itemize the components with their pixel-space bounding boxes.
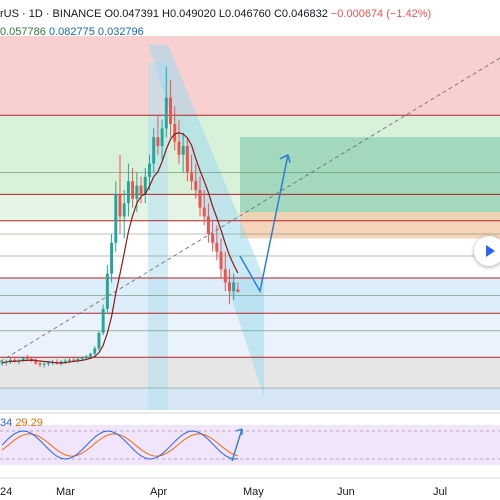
base-zone <box>0 357 500 388</box>
x-tick-label: Apr <box>150 486 168 498</box>
low-value: L0.046760 <box>218 8 271 20</box>
candle-body <box>169 97 172 124</box>
scroll-to-realtime-button[interactable] <box>474 236 500 266</box>
candle-body <box>110 242 114 274</box>
rsi-fast-value: 34 <box>0 417 13 429</box>
x-tick-label: Jul <box>433 486 448 498</box>
change-value: −0.000674 (−1.42%) <box>330 8 432 20</box>
candle-body <box>38 363 42 365</box>
candle-body <box>177 141 181 155</box>
candle-body <box>173 124 177 142</box>
candle-body <box>219 251 223 270</box>
rsi-slow-value: 29.29 <box>15 417 43 429</box>
candle-body <box>13 359 17 362</box>
rsi-arrow-icon <box>231 428 243 462</box>
bb-lower-value: 0.032796 <box>97 26 144 38</box>
arrow-head-icon <box>279 154 291 163</box>
candle-body <box>59 361 63 363</box>
play-arrow-icon <box>486 245 495 257</box>
candle-body <box>185 146 189 173</box>
candle-body <box>211 234 215 243</box>
candle-body <box>236 289 240 293</box>
candle-body <box>198 190 202 208</box>
candle-body <box>139 185 143 195</box>
candle-body <box>25 358 29 360</box>
candle-body <box>80 358 84 360</box>
candle-body <box>42 363 46 365</box>
candle-body <box>143 176 147 195</box>
candle-body <box>46 362 50 364</box>
resistance-zone <box>0 36 500 116</box>
rsi-slow-line <box>1 433 239 457</box>
candle-body <box>126 181 130 204</box>
candle-body <box>93 348 97 354</box>
x-tick-label: Mar <box>56 486 75 498</box>
candle-body <box>164 97 168 129</box>
candle-body <box>223 269 227 283</box>
candle-body <box>148 163 151 177</box>
rsi-background <box>0 425 500 465</box>
candle-body <box>232 282 236 292</box>
high-value: H0.049020 <box>162 8 216 20</box>
candle-body <box>206 216 210 234</box>
candle-body <box>97 333 101 349</box>
moving-average-line <box>2 132 239 364</box>
x-tick-label: 24 <box>0 486 13 498</box>
candle-body <box>34 360 38 364</box>
floor-zone <box>0 388 500 410</box>
bb-header: 0.057786 0.082775 0.032796 <box>0 26 144 38</box>
bb-upper-value: 0.082775 <box>48 26 95 38</box>
x-tick-label: Jun <box>337 486 355 498</box>
rsi-header: 34 29.29 <box>0 417 43 429</box>
candle-body <box>21 358 25 361</box>
candle-body <box>215 242 219 252</box>
close-value: C0.046832 <box>273 8 328 20</box>
candle-body <box>202 207 206 217</box>
candle-body <box>122 203 126 217</box>
candle-body <box>68 359 71 361</box>
candle-body <box>105 273 109 309</box>
candle-body <box>160 128 164 146</box>
candle-body <box>190 172 194 182</box>
candle-body <box>114 194 118 243</box>
symbol-header: rUS · 1D · BINANCE O0.047391 H0.049020 L… <box>0 8 431 20</box>
candle-body <box>89 353 92 357</box>
candle-body <box>156 137 160 146</box>
rsi-fast-line <box>1 430 238 460</box>
symbol-label: rUS · 1D · BINANCE <box>0 8 102 20</box>
candle-body <box>84 356 88 359</box>
candle-body <box>194 181 198 190</box>
candle-body <box>135 185 139 199</box>
position-loss-zone <box>240 212 500 239</box>
x-tick-label: May <box>243 486 264 498</box>
candle-body <box>76 358 80 361</box>
candle-body <box>228 282 231 292</box>
candle-body <box>0 362 4 364</box>
candle-body <box>152 137 156 164</box>
projection-arrow <box>239 154 289 294</box>
candle-body <box>118 194 122 217</box>
candle-body <box>63 360 67 362</box>
candle-body <box>72 359 76 361</box>
open-value: O0.047391 <box>104 8 159 20</box>
candle-body <box>101 308 105 333</box>
candle-body <box>181 146 185 155</box>
bb-middle-value: 0.057786 <box>0 26 46 38</box>
candle-body <box>131 181 135 199</box>
